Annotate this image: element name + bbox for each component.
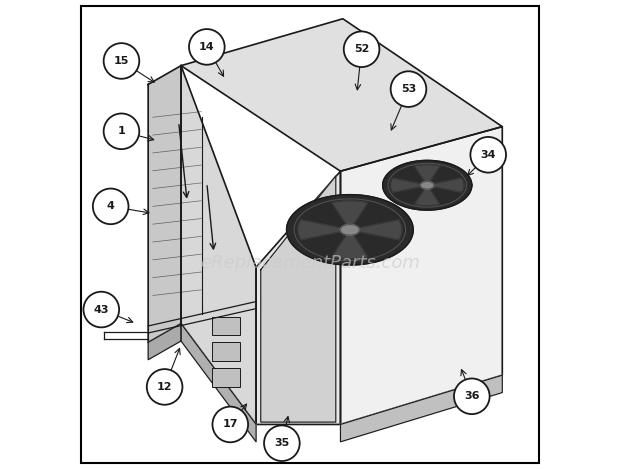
FancyBboxPatch shape bbox=[211, 342, 240, 361]
Text: 1: 1 bbox=[118, 126, 125, 136]
Text: 53: 53 bbox=[401, 84, 416, 94]
Text: 12: 12 bbox=[157, 382, 172, 392]
Polygon shape bbox=[340, 225, 360, 235]
Polygon shape bbox=[261, 176, 336, 422]
Polygon shape bbox=[181, 19, 502, 171]
Polygon shape bbox=[340, 127, 502, 424]
Polygon shape bbox=[383, 160, 472, 210]
Polygon shape bbox=[415, 165, 440, 185]
Polygon shape bbox=[427, 178, 464, 192]
Polygon shape bbox=[286, 195, 413, 265]
Polygon shape bbox=[298, 220, 350, 240]
Text: 14: 14 bbox=[199, 42, 215, 52]
Text: 34: 34 bbox=[480, 150, 496, 160]
Polygon shape bbox=[256, 171, 340, 424]
Circle shape bbox=[213, 407, 248, 442]
Circle shape bbox=[84, 292, 119, 327]
Circle shape bbox=[454, 378, 490, 414]
Circle shape bbox=[147, 369, 182, 405]
Polygon shape bbox=[332, 201, 368, 230]
Text: 17: 17 bbox=[223, 419, 238, 430]
FancyBboxPatch shape bbox=[211, 317, 240, 335]
Circle shape bbox=[104, 113, 140, 149]
FancyBboxPatch shape bbox=[211, 368, 240, 387]
Text: 15: 15 bbox=[114, 56, 129, 66]
Text: 52: 52 bbox=[354, 44, 370, 54]
Polygon shape bbox=[340, 375, 502, 442]
Polygon shape bbox=[415, 185, 440, 205]
Circle shape bbox=[104, 43, 140, 79]
Text: 43: 43 bbox=[94, 304, 109, 315]
Circle shape bbox=[391, 71, 427, 107]
Polygon shape bbox=[181, 324, 256, 442]
Text: 35: 35 bbox=[274, 438, 290, 448]
Polygon shape bbox=[350, 220, 402, 240]
Circle shape bbox=[471, 137, 506, 173]
Text: 4: 4 bbox=[107, 201, 115, 212]
Polygon shape bbox=[332, 230, 368, 258]
Circle shape bbox=[343, 31, 379, 67]
Polygon shape bbox=[181, 66, 256, 424]
Circle shape bbox=[189, 29, 224, 65]
Circle shape bbox=[93, 189, 128, 224]
Polygon shape bbox=[391, 178, 427, 192]
Text: 36: 36 bbox=[464, 391, 479, 401]
Polygon shape bbox=[420, 182, 434, 189]
Circle shape bbox=[264, 425, 299, 461]
Text: eReplacementParts.com: eReplacementParts.com bbox=[200, 254, 420, 272]
Polygon shape bbox=[148, 324, 181, 360]
Polygon shape bbox=[148, 66, 181, 342]
